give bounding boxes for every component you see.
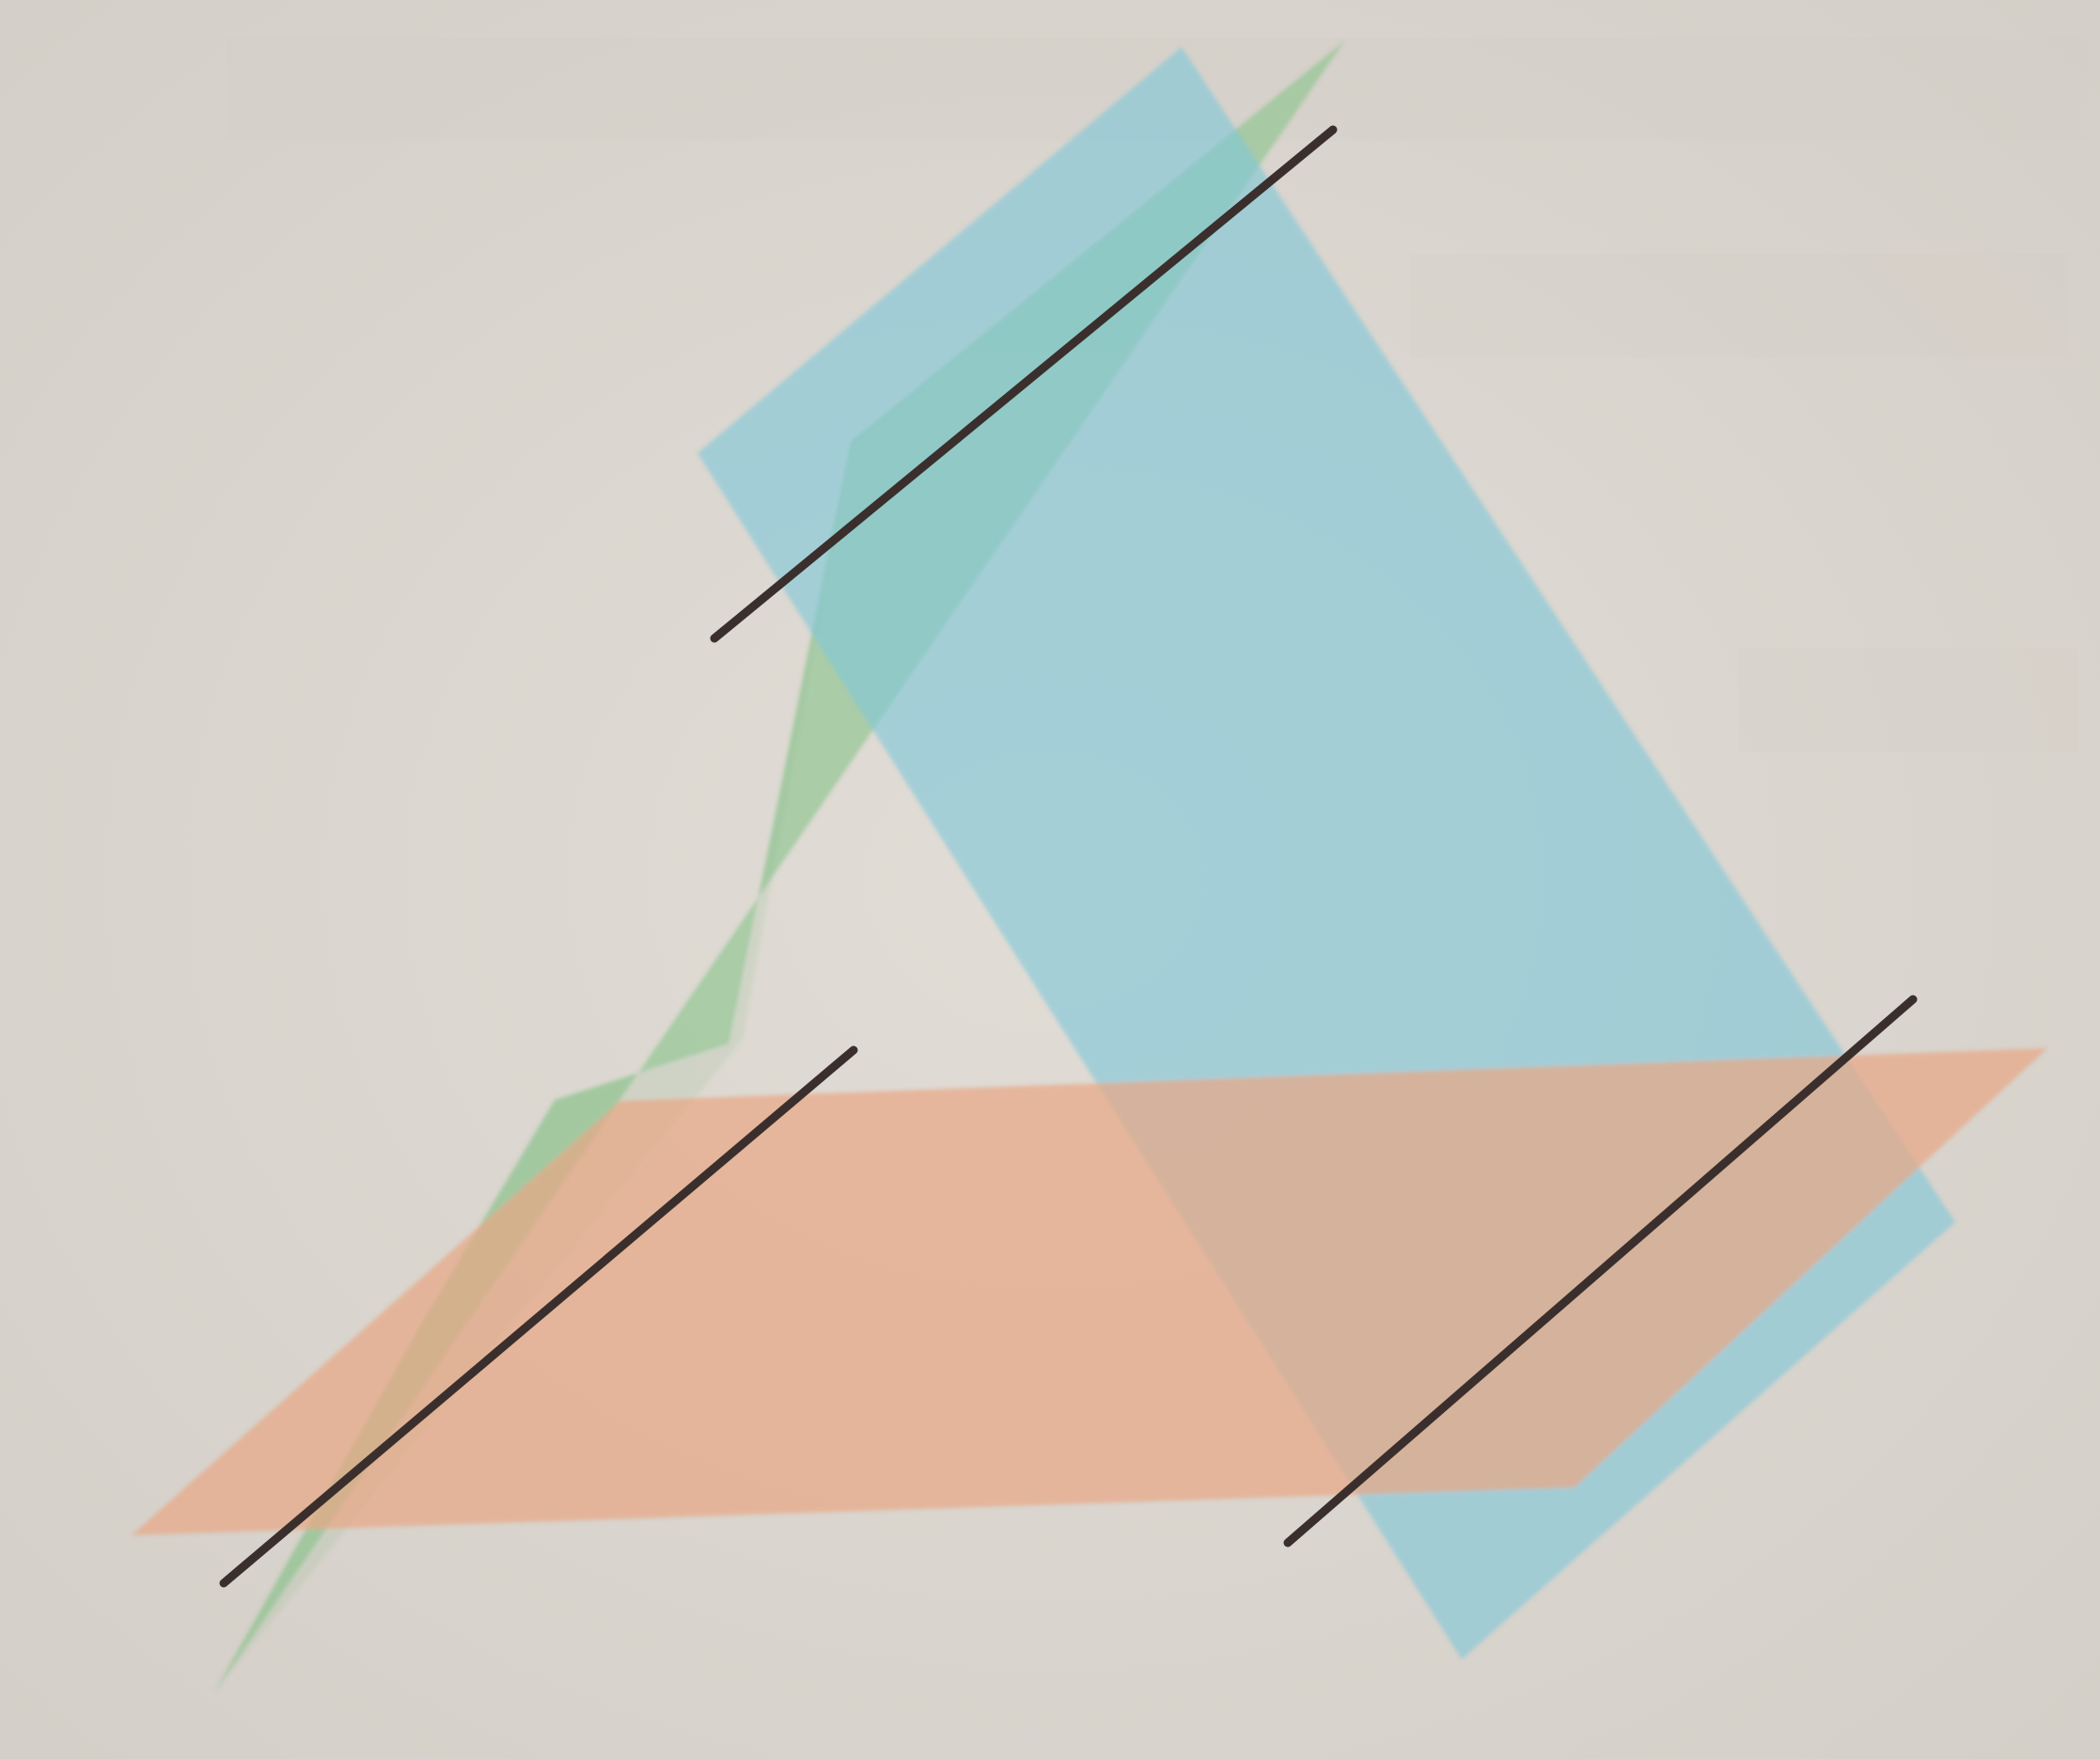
line-green-blue (710, 125, 1338, 643)
line-blue-orange (1283, 995, 1918, 1547)
intersection-lines (219, 125, 1918, 1588)
planes-group (132, 41, 2047, 1692)
line-green-orange (219, 1045, 858, 1588)
plane-orange (132, 1048, 2047, 1535)
